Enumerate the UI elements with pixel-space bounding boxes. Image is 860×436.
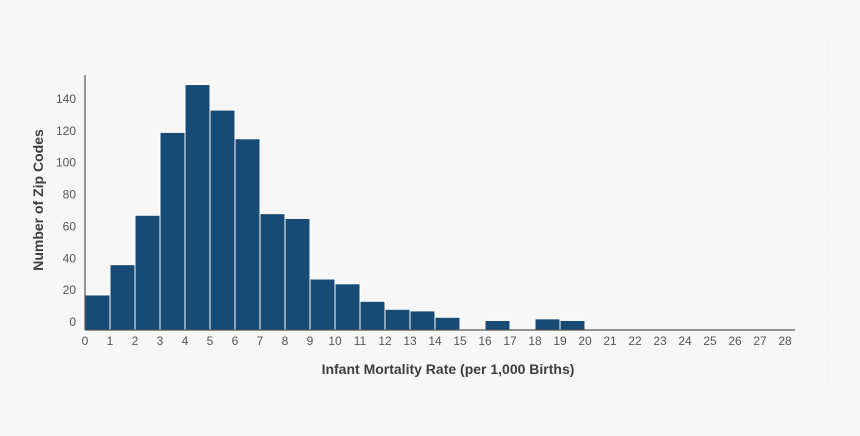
histogram-bar-0-1 [84, 294, 111, 331]
x-tick-label: 20 [578, 334, 592, 348]
x-tick-label: 0 [82, 334, 89, 348]
x-tick-label: 27 [753, 334, 767, 348]
x-tick-label: 25 [703, 334, 717, 348]
x-tick-label: 5 [207, 334, 214, 348]
x-tick-label: 21 [603, 334, 617, 348]
x-axis-label: Infant Mortality Rate (per 1,000 Births) [322, 361, 575, 377]
x-tick-label: 1 [107, 334, 114, 348]
x-tick-label: 12 [378, 334, 392, 348]
y-tick-label: 140 [56, 92, 76, 106]
x-tick-label: 4 [182, 334, 189, 348]
x-tick-label: 19 [553, 334, 567, 348]
y-axis-label: Number of Zip Codes [30, 129, 46, 271]
histogram-bar-19-20 [559, 319, 586, 331]
histogram-bar-7-8 [259, 213, 286, 331]
x-tick-label: 24 [678, 334, 692, 348]
histogram-bar-10-11 [334, 283, 361, 331]
x-tick-label: 14 [428, 334, 442, 348]
x-tick-labels: 0 1 2 3 4 5 6 7 8 9 10 11 12 13 14 15 16 17 18 19 20 21 22 23 24… [82, 334, 792, 348]
x-tick-label: 3 [157, 334, 164, 348]
histogram-bar-16-17 [484, 319, 511, 331]
histogram-bar-18-19 [534, 318, 561, 331]
x-tick-label: 22 [628, 334, 642, 348]
y-tick-label: 20 [63, 283, 77, 297]
histogram-bar-11-12 [359, 300, 386, 331]
x-tick-label: 15 [453, 334, 467, 348]
x-tick-label: 18 [528, 334, 542, 348]
y-tick-label: 60 [63, 219, 77, 233]
histogram-bar-4-5 [184, 84, 211, 331]
x-tick-label: 8 [282, 334, 289, 348]
x-tick-label: 28 [778, 334, 792, 348]
x-tick-label: 16 [478, 334, 492, 348]
x-tick-label: 2 [132, 334, 139, 348]
histogram-bar-8-9 [284, 217, 311, 331]
x-tick-label: 23 [653, 334, 667, 348]
histogram-bar-13-14 [409, 310, 436, 331]
y-tick-labels: 0 20 40 60 80 100 120 140 [56, 92, 76, 329]
x-tick-label: 7 [257, 334, 264, 348]
x-tick-label: 6 [232, 334, 239, 348]
bars-group [84, 84, 586, 331]
y-tick-label: 40 [63, 251, 77, 265]
histogram-bar-12-13 [384, 308, 411, 331]
histogram-bar-9-10 [309, 278, 336, 331]
x-tick-label: 17 [503, 334, 517, 348]
x-tick-label: 9 [307, 334, 314, 348]
histogram-bar-1-2 [109, 264, 136, 331]
y-tick-label: 0 [69, 315, 76, 329]
histogram-bar-14-15 [434, 316, 461, 331]
histogram-bar-6-7 [234, 138, 261, 331]
x-tick-label: 11 [354, 334, 367, 348]
histogram-bar-3-4 [159, 131, 186, 331]
y-tick-label: 100 [56, 156, 76, 170]
x-tick-label: 26 [728, 334, 742, 348]
histogram-bar-2-3 [134, 214, 161, 331]
y-tick-label: 80 [63, 188, 77, 202]
x-tick-label: 13 [403, 334, 417, 348]
x-tick-label: 10 [328, 334, 342, 348]
y-tick-label: 120 [56, 124, 76, 138]
histogram-bar-5-6 [209, 109, 236, 331]
